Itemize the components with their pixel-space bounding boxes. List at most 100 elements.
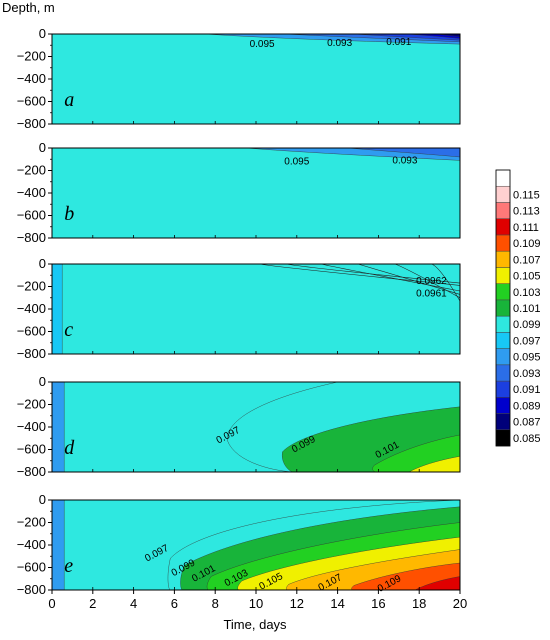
panel-label: c [64,319,73,341]
y-tick-label: −200 [17,397,46,412]
x-tick-label: 2 [89,596,96,611]
contour-label: 0.091 [386,37,411,48]
y-tick-label: −400 [17,71,46,86]
y-tick-label: −400 [17,419,46,434]
colorbar-label: 0.091 [513,384,541,396]
x-tick-label: 10 [249,596,263,611]
colorbar-label: 0.113 [513,206,540,218]
colorbar-swatch [495,185,511,203]
panel-background [52,34,460,124]
colorbar-label: 0.103 [513,287,541,299]
panel-label: a [64,89,74,111]
colorbar-swatch [495,429,511,447]
colorbar-label: 0.085 [513,433,541,445]
colorbar-swatch [495,218,511,236]
colorbar-label: 0.097 [513,335,541,347]
colorbar-swatch [495,169,511,187]
contour-line [394,263,461,299]
x-tick-label: 12 [290,596,304,611]
x-tick-label: 6 [171,596,178,611]
colorbar-swatch [495,315,511,333]
y-tick-label: −800 [17,230,46,245]
colorbar-swatch [495,380,511,398]
contour-line [357,263,461,295]
contour-line [286,263,461,284]
colorbar-label: 0.107 [513,254,541,266]
colorbar-swatch [495,397,511,414]
panel-background [52,148,460,238]
panel-label: d [64,437,75,459]
colorbar-swatch [495,283,511,301]
y-tick-label: −600 [17,94,46,109]
contour-label: 0.095 [284,157,309,168]
colorbar-swatch [495,348,511,366]
y-tick-label: 0 [39,140,46,155]
y-tick-label: −600 [17,560,46,575]
panel-a: 0 −200 −400 −600 −800 0.095 0.093 0.091 a [17,26,461,131]
contour-band [51,263,63,355]
panel-background [52,264,460,354]
x-axis-ticks: 0 2 4 6 8 10 12 14 16 18 20 [48,590,467,611]
y-tick-label: −400 [17,301,46,316]
x-tick-label: 16 [371,596,385,611]
colorbar-label: 0.111 [513,222,539,234]
y-tick-label: −600 [17,208,46,223]
panel-b: 0 −200 −400 −600 −800 0.095 0.093 b [17,140,461,245]
y-axis-title: Depth, m [2,0,55,15]
colorbar-swatch [495,234,511,252]
contour-band [51,499,65,591]
colorbar-label: 0.087 [513,417,541,429]
colorbar-label: 0.095 [513,352,541,364]
colorbar-label: 0.109 [513,238,541,250]
panels: 0 −200 −400 −600 −800 0.095 0.093 0.091 a 0 −200 −4… [17,26,461,597]
colorbar-label: 0.089 [513,400,541,412]
colorbar-swatch [495,250,511,268]
contour-label: 0.093 [392,155,417,166]
y-tick-label: −800 [17,582,46,597]
colorbar-swatch [495,299,511,317]
contour-label: 0.093 [327,38,352,49]
x-tick-label: 18 [412,596,426,611]
contour-band [51,381,65,473]
y-tick-label: −200 [17,515,46,530]
y-tick-label: −600 [17,442,46,457]
contour-line [431,263,461,302]
colorbar-swatch [495,332,511,349]
colorbar: 0.085 0.087 0.089 0.091 0.093 0.095 0.097 0.099… [495,169,541,447]
x-tick-label: 8 [212,596,219,611]
y-tick-label: 0 [39,26,46,41]
colorbar-label: 0.115 [513,189,540,201]
contour-label: 0.095 [250,39,275,50]
colorbar-swatch [495,202,511,219]
contour-line [321,263,461,292]
x-tick-label: 14 [330,596,344,611]
colorbar-label: 0.101 [513,303,541,315]
colorbar-swatch [495,267,511,284]
x-tick-label: 0 [48,596,55,611]
y-tick-label: 0 [39,492,46,507]
y-tick-label: −400 [17,537,46,552]
y-tick-label: −800 [17,464,46,479]
contour-label: 0.0961 [416,288,447,299]
x-axis-title: Time, days [223,617,287,632]
y-tick-label: 0 [39,256,46,271]
x-tick-label: 4 [130,596,137,611]
colorbar-frame [495,169,511,447]
y-tick-label: −600 [17,324,46,339]
colorbar-label: 0.093 [513,368,541,380]
y-tick-label: −800 [17,116,46,131]
x-tick-label: 20 [453,596,467,611]
y-tick-label: 0 [39,374,46,389]
colorbar-swatch [495,413,511,431]
y-tick-label: −200 [17,49,46,64]
y-tick-label: −200 [17,163,46,178]
contour-label: 0.0962 [416,276,447,287]
panel-label: e [64,555,73,577]
y-tick-label: −400 [17,185,46,200]
colorbar-label: 0.099 [513,319,541,331]
colorbar-label: 0.105 [513,271,541,283]
